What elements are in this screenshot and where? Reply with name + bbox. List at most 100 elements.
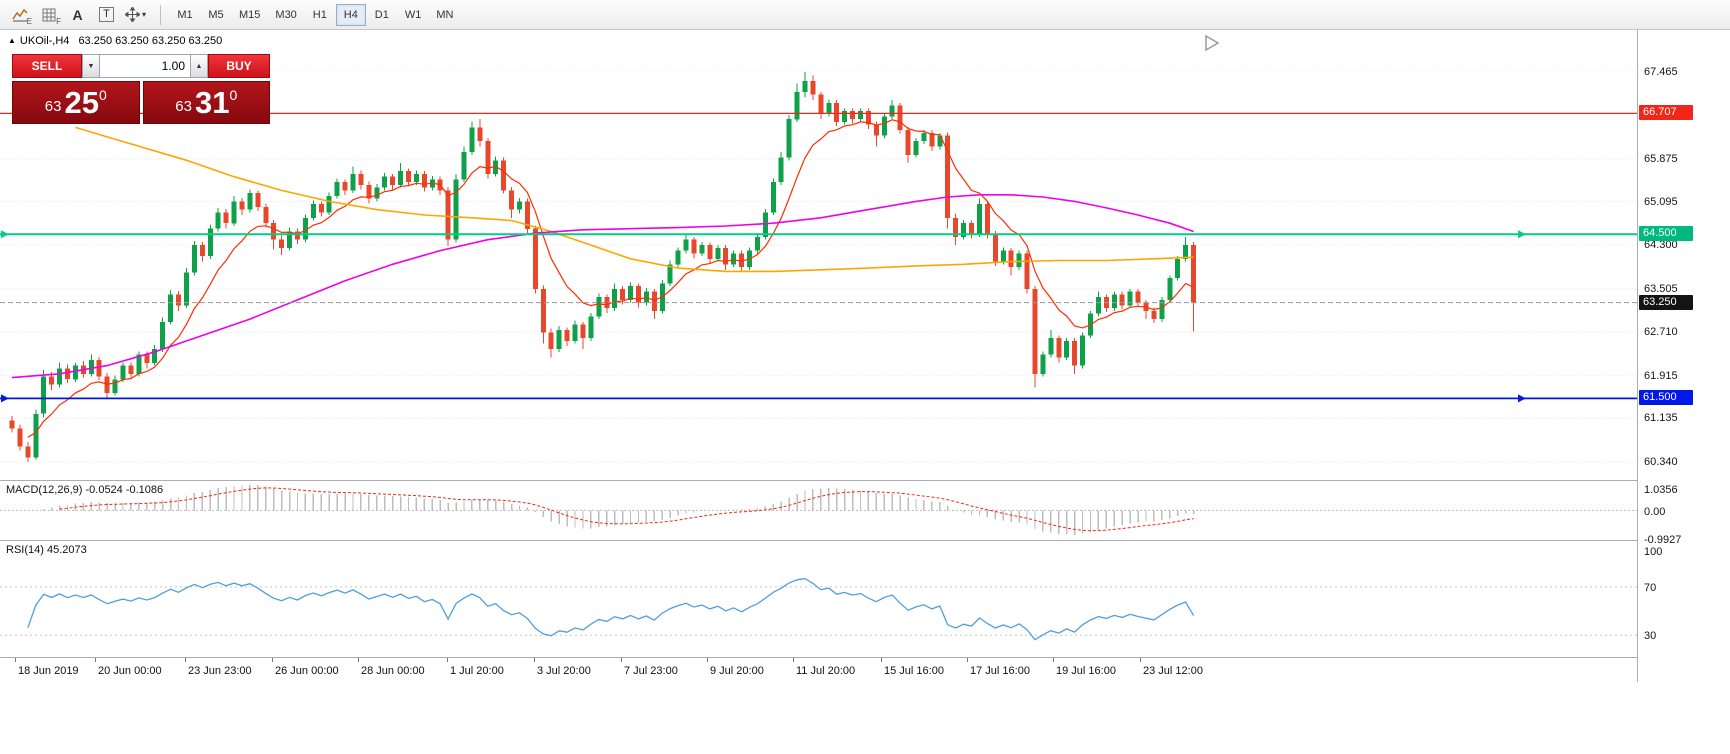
rsi-level-lines [0,586,1637,636]
timeframe-button-W1[interactable]: W1 [398,4,429,26]
macd-label: MACD(12,26,9) [6,484,83,496]
candles-layer [9,71,1197,462]
text-box-icon: T [99,7,114,22]
timeframe-button-D1[interactable]: D1 [367,4,397,26]
chart-shift-marker[interactable] [1205,34,1220,52]
ohlc-values: 63.250 63.250 63.250 63.250 [78,35,223,47]
cursor-move-button[interactable]: ▾ [122,3,149,27]
main-chart-svg[interactable] [0,30,1637,480]
volume-increase-button[interactable]: ▲ [190,54,208,78]
text-a-icon: A [72,6,83,23]
time-label: 23 Jul 12:00 [1143,665,1203,677]
moving-averages-layer [11,119,1194,438]
time-tick [95,658,96,662]
price-axis-label: 64.300 [1644,239,1678,252]
text-box-button[interactable]: T [93,3,120,27]
price-tag-61.500: 61.500 [1639,390,1693,406]
price-tag-66.707: 66.707 [1639,105,1693,121]
price-axis-label: 63.505 [1644,282,1678,295]
buy-price-whole: 63 [175,98,192,115]
buy-button[interactable]: BUY [208,54,270,78]
chart-window: ▲ UKOil-,H4 63.250 63.250 63.250 63.250 MA… [0,30,1730,682]
text-a-button[interactable]: A [64,3,91,27]
trade-controls-row: SELL ▼ ▲ BUY [12,54,270,78]
time-tick [707,658,708,662]
grid-icon-button[interactable]: F [35,3,62,27]
sell-price-whole: 63 [44,98,62,115]
move-arrows-icon [124,7,140,22]
time-tick [358,658,359,662]
grid-sub-letter: F [56,16,61,26]
rsi-axis-label: 70 [1644,581,1657,594]
rsi-label-row: RSI(14) 45.2073 [6,544,87,556]
macd-signal-line [59,487,1194,532]
time-label: 19 Jul 16:00 [1056,665,1116,677]
time-tick [447,658,448,662]
toolbar-separator [160,4,161,25]
timeframe-button-M1[interactable]: M1 [170,4,200,26]
macd-axis-label: 1.0356 [1644,484,1678,496]
panel-separator-1[interactable] [0,480,1730,481]
price-tag-64.500: 64.500 [1639,226,1693,242]
buy-price-point: 0 [229,87,238,103]
panel-separator-2[interactable] [0,540,1730,541]
time-label: 20 Jun 00:00 [98,665,162,677]
buy-price-pips: 31 [194,85,230,120]
timeframe-button-M5[interactable]: M5 [201,4,231,26]
time-tick [272,658,273,662]
timeframe-group: M1 M5 M15 M30 H1 H4 D1 W1 MN [170,3,461,26]
time-label: 3 Jul 20:00 [537,665,591,677]
time-tick [15,658,16,662]
rsi-axis-label: 30 [1644,630,1657,643]
time-label: 9 Jul 20:00 [710,665,764,677]
volume-decrease-button[interactable]: ▼ [82,54,100,78]
macd-indicator-svg[interactable] [0,481,1637,540]
price-axis-label: 61.135 [1644,412,1678,425]
macd-axis-label: -0.9927 [1644,533,1682,546]
sell-price-display[interactable]: 63 25 0 [12,81,140,124]
macd-histogram [43,484,1195,535]
main-toolbar: E F A T ▾ M1 M5 M15 M30 H1 H4 D1 W1 MN [0,0,1730,30]
grid-layer [0,71,1637,463]
rsi-indicator-svg[interactable] [0,541,1637,657]
buy-price-display[interactable]: 63 31 0 [142,81,270,124]
time-tick [793,658,794,662]
sell-price-point: 0 [98,87,107,103]
time-tick [534,658,535,662]
price-tag-63.250: 63.250 [1639,294,1693,310]
horizontal-lines-layer [0,112,1637,403]
symbol-timeframe-label: UKOil-,H4 [19,35,70,47]
grid-icon [42,8,55,21]
collapse-triangle-icon[interactable]: ▲ [8,36,16,45]
timeframe-button-H4[interactable]: H4 [335,3,366,26]
timeframe-button-M15[interactable]: M15 [232,4,267,26]
timeframe-button-H1[interactable]: H1 [305,4,335,26]
dropdown-caret-icon: ▾ [141,10,146,19]
timeframe-button-M30[interactable]: M30 [268,4,303,26]
trade-prices-row: 63 25 0 63 31 0 [12,81,270,124]
rsi-axis-label: 100 [1644,545,1663,558]
time-tick [967,658,968,662]
price-axis-label: 61.915 [1644,369,1678,382]
sell-button[interactable]: SELL [12,54,82,78]
indicators-icon-button[interactable]: E [6,3,33,27]
one-click-trade-panel: SELL ▼ ▲ BUY 63 25 0 63 31 0 [12,54,270,124]
time-tick [1053,658,1054,662]
timeframe-button-MN[interactable]: MN [429,4,460,26]
panel-separator-3[interactable] [0,657,1730,658]
time-axis[interactable]: 18 Jun 2019 20 Jun 00:00 23 Jun 23:00 26 Ju… [0,658,1637,682]
time-tick [621,658,622,662]
time-label: 26 Jun 00:00 [275,665,339,677]
time-label: 7 Jul 23:00 [624,665,678,677]
macd-axis-label: 0.00 [1644,506,1666,519]
price-axis[interactable]: 67.465 65.875 65.095 64.300 63.505 62.710 61.9… [1637,30,1730,682]
volume-input[interactable] [100,54,190,78]
time-label: 23 Jun 23:00 [188,665,252,677]
time-tick [1140,658,1141,662]
chart-ohlc-header: ▲ UKOil-,H4 63.250 63.250 63.250 63.250 [8,35,222,47]
indicator-chart-icon [11,8,27,21]
macd-label-row: MACD(12,26,9) -0.0524 -0.1086 [6,484,163,496]
price-axis-label: 62.710 [1644,326,1678,339]
price-axis-label: 67.465 [1644,65,1678,78]
rsi-line [27,577,1195,641]
